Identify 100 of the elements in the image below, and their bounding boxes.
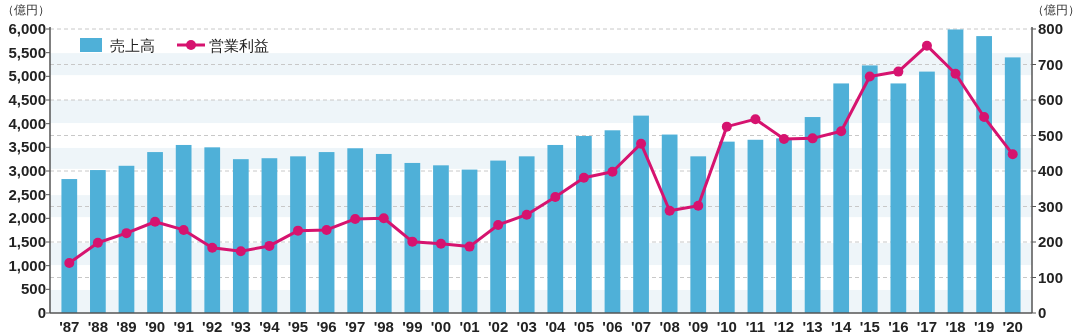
bar [204, 147, 221, 313]
y-tick-label: 5,500 [8, 43, 46, 61]
bar [919, 71, 935, 313]
point [836, 126, 847, 137]
point [750, 114, 761, 125]
point [721, 121, 732, 132]
point [693, 200, 704, 211]
point [550, 191, 561, 202]
x-tick-label: '12 [773, 318, 795, 335]
bar [861, 65, 878, 313]
y2-tick-label: 0 [1038, 304, 1047, 321]
legend-label: 売上高 [110, 37, 155, 54]
y2-tick-label: 200 [1038, 233, 1064, 250]
point [493, 219, 504, 230]
point [521, 209, 532, 220]
point [779, 134, 789, 145]
y-tick-label: 1,500 [8, 233, 46, 250]
point [321, 224, 332, 235]
y2-tick-label: 400 [1038, 162, 1064, 179]
point [979, 112, 990, 123]
bar [347, 148, 364, 313]
y2-tick-label: 600 [1038, 91, 1064, 108]
bar [261, 158, 278, 313]
y-tick-label: 5,000 [8, 67, 46, 85]
bar [61, 179, 78, 313]
bar [147, 152, 163, 313]
bar [890, 83, 907, 313]
point [578, 172, 589, 183]
x-tick-label: '13 [802, 318, 823, 335]
bar [461, 169, 478, 313]
y-tick-label: 3,500 [8, 138, 46, 156]
bar [433, 165, 449, 313]
y-tick-label: 4,500 [8, 91, 46, 108]
point [92, 237, 103, 248]
y2-tick-label: 700 [1038, 55, 1064, 73]
y-tick-label: 6,000 [8, 20, 46, 37]
point [293, 225, 303, 236]
bar [633, 115, 649, 313]
x-tick-label: '18 [945, 318, 966, 335]
bar [576, 135, 592, 313]
x-tick-label: '87 [59, 318, 80, 335]
point [435, 238, 446, 249]
bar [1004, 57, 1021, 313]
bar [232, 159, 249, 313]
x-tick-label: '10 [716, 318, 737, 335]
y-tick-label: 4,000 [8, 114, 46, 132]
bar [490, 160, 506, 313]
x-tick-label: '90 [144, 318, 166, 335]
x-tick-label: '96 [316, 318, 337, 335]
x-tick-label: '04 [545, 318, 567, 335]
bar [747, 139, 764, 313]
point [893, 66, 904, 77]
point [1007, 149, 1018, 160]
legend-label: 営業利益 [209, 37, 269, 54]
y2-tick-label: 800 [1038, 20, 1064, 37]
x-tick-label: '06 [602, 318, 623, 335]
point [807, 133, 818, 144]
x-tick-label: '17 [916, 318, 938, 335]
bar [804, 117, 821, 313]
y2-tick-label: 300 [1038, 197, 1064, 215]
x-tick-label: '95 [287, 318, 309, 335]
point [864, 71, 875, 82]
y-tick-label: 500 [20, 280, 46, 298]
y-tick-label: 3,000 [8, 162, 46, 179]
x-tick-label: '09 [688, 318, 709, 335]
y-tick-label: 0 [37, 304, 46, 321]
point [264, 240, 275, 251]
bar [718, 141, 735, 313]
point [121, 228, 132, 239]
x-tick-label: '98 [373, 318, 394, 335]
point [464, 241, 475, 252]
bar [118, 165, 135, 313]
x-tick-label: '88 [87, 318, 109, 335]
bar [947, 29, 964, 313]
bar [547, 144, 564, 313]
x-tick-label: '00 [430, 318, 452, 335]
x-tick-label: '16 [888, 318, 909, 335]
x-tick-label: '07 [630, 318, 652, 335]
point [607, 166, 618, 177]
bar [976, 36, 992, 313]
point [636, 138, 647, 149]
bar [661, 134, 678, 313]
bar [776, 138, 792, 313]
point [407, 236, 418, 247]
y-axis-title: （億円） [2, 3, 50, 17]
y2-tick-label: 100 [1038, 268, 1064, 286]
bar [833, 83, 850, 313]
x-tick-label: '89 [116, 318, 137, 335]
bar [518, 156, 535, 313]
point [178, 224, 189, 235]
y2-axis-title: （億円） [1032, 3, 1080, 17]
x-tick-label: '02 [487, 318, 509, 335]
x-tick-label: '97 [345, 318, 366, 335]
y2-tick-label: 500 [1038, 126, 1064, 144]
bar [175, 144, 192, 313]
bar [90, 170, 106, 313]
point [235, 246, 246, 257]
y-tick-label: 2,000 [8, 209, 46, 227]
bar [318, 152, 335, 313]
x-tick-label: '93 [230, 318, 251, 335]
